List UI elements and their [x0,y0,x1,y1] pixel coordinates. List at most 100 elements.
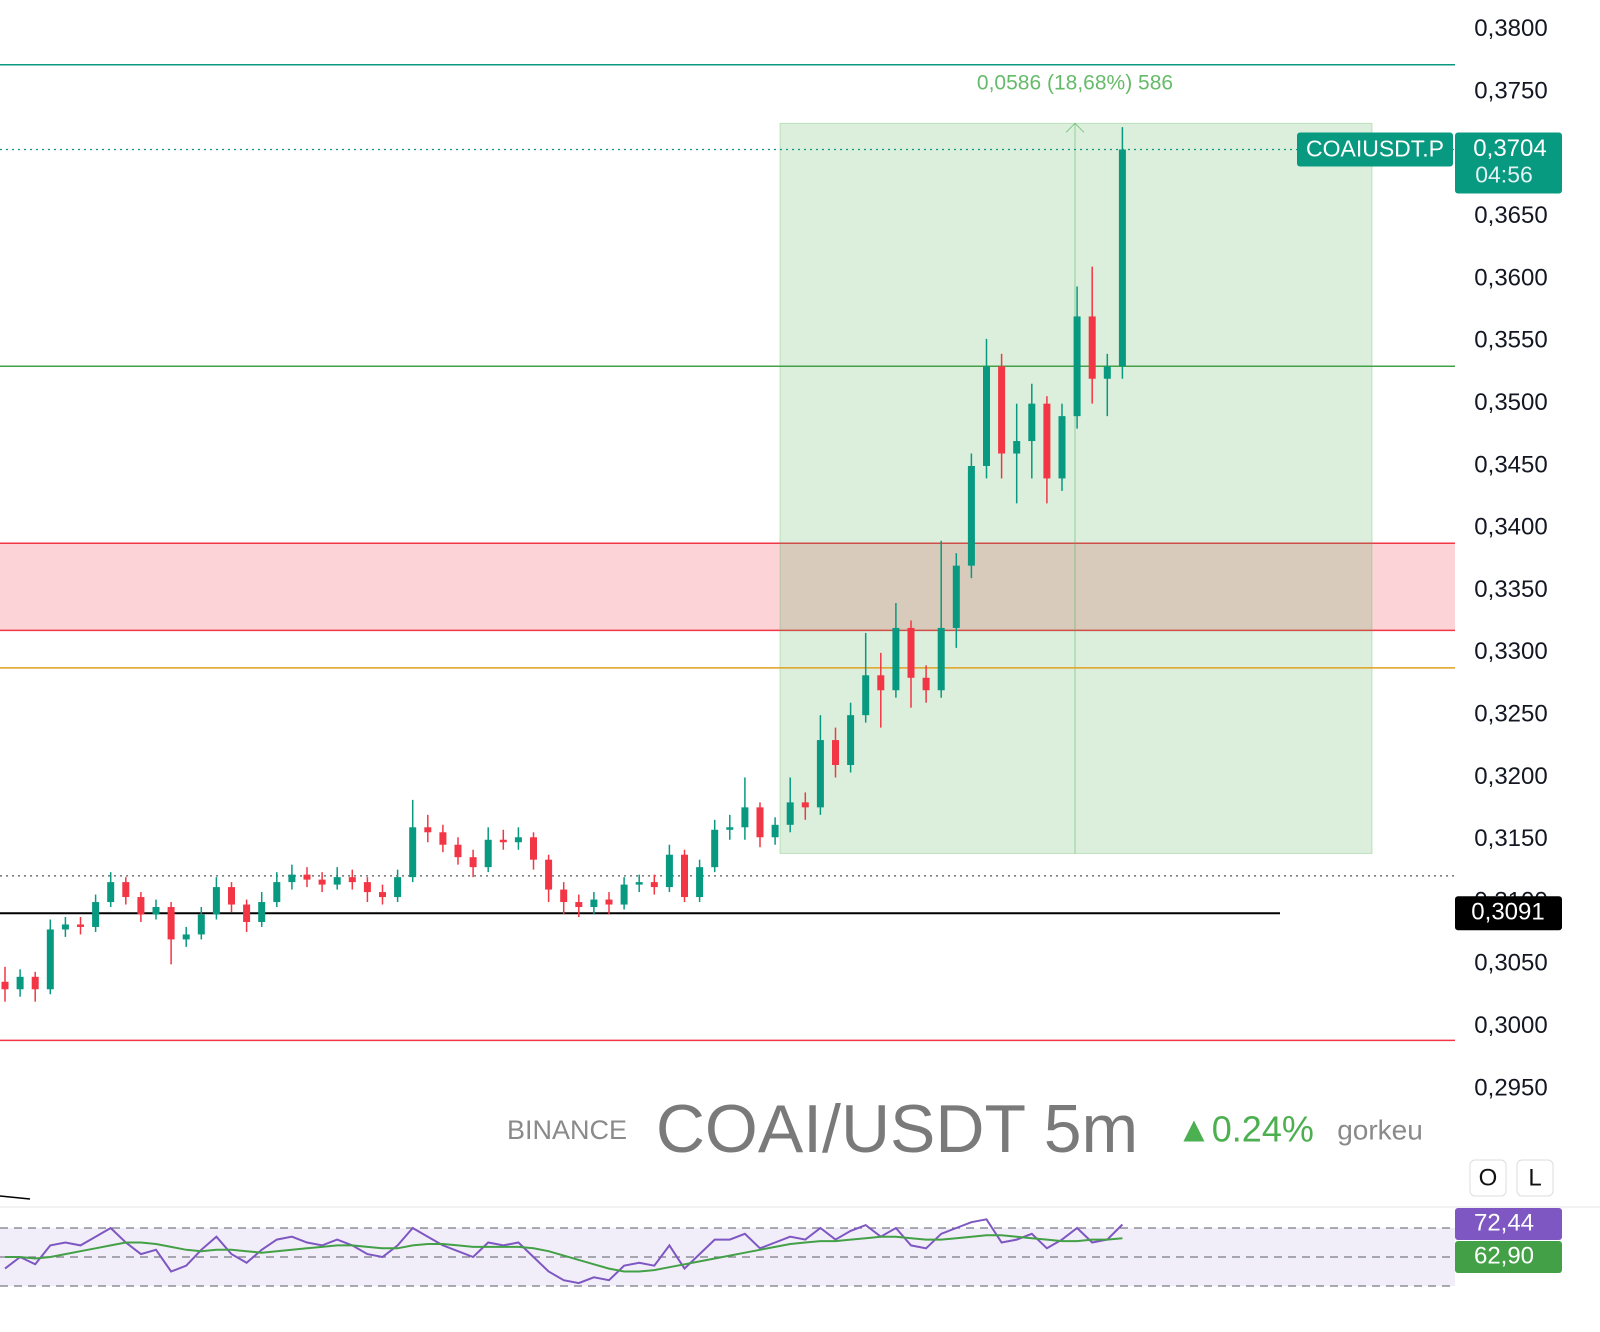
candle-body [1073,316,1081,417]
candle-body [484,839,492,868]
button-label[interactable]: L [1528,1164,1541,1191]
exchange-label: BINANCE [507,1115,627,1145]
rsi-value-tag [1455,1208,1562,1240]
candle-body [530,837,537,860]
candle-body [726,827,734,830]
candle-body [228,887,235,905]
y-tick-label: 0,3300 [1474,638,1547,665]
candle-body [137,897,145,915]
candle-body [665,854,673,888]
y-tick-label: 0,3400 [1474,514,1547,541]
y-tick-label: 0,3350 [1474,576,1547,603]
price-pane: 0,0586 (18,68%) 586 0,2950 0,3000 0,3050 0,3… [0,15,1562,1101]
price-tag [1455,896,1562,931]
candle-body [922,677,930,691]
candle-body [816,740,824,808]
candle-body [77,924,84,927]
button-label[interactable]: O [1479,1164,1498,1191]
y-tick-label: 0,3450 [1474,451,1547,478]
candle-body [61,924,69,930]
candle-body [424,827,432,833]
candle-body [1013,441,1021,454]
y-tick-label: 0,2950 [1474,1074,1547,1101]
candle-body [862,675,870,716]
candle-body [590,899,598,908]
button[interactable] [1469,1159,1507,1197]
candle-body [650,882,658,888]
y-tick-label: 0,3750 [1474,78,1547,105]
candle-body [937,627,945,691]
rsi-value-label: 62,90 [1474,1242,1534,1269]
position-label: 0,0586 (18,68%) 586 [977,72,1173,95]
watermark: BINANCE COAI/USDT 5m ▲0.24% gorkeu [507,1091,1423,1167]
y-tick-label: 0,3550 [1474,327,1547,354]
candle-body [967,465,975,566]
countdown-label: 04:56 [1475,162,1533,188]
y-tick-label: 0,3150 [1474,825,1547,852]
candle-body [1118,149,1126,367]
candle-body [892,627,900,691]
candle-body [273,882,281,903]
candle-body [152,907,160,915]
candle-body [605,899,613,905]
candle-body [167,907,175,940]
position-box [779,122,1373,854]
y-tick-label: 0,3000 [1474,1012,1547,1039]
last-price-tag [1455,132,1562,194]
candle-body [1088,316,1096,379]
candle-body [394,877,402,898]
change-label: ▲0.24% [1176,1109,1314,1150]
candle-body [107,882,115,903]
candle-body [499,839,507,843]
candle-body [243,904,251,922]
candle-body [1043,403,1051,479]
candle-body [379,892,386,898]
candle-body [756,807,764,838]
candle-body [182,934,190,940]
candle-body [1058,416,1066,479]
candle-body [1,981,9,990]
candle-body [681,854,688,898]
candle-body [771,824,779,838]
candle-body [1028,403,1036,442]
y-tick-label: 0,3500 [1474,389,1547,416]
last-price-label: 0,3704 [1473,135,1546,162]
candle-body [801,802,809,808]
rsi-value-tag [1455,1241,1562,1273]
candle-body [363,882,371,893]
position-arrow [1065,122,1085,133]
symbol-label: COAIUSDT.P [1306,136,1444,162]
candle-body [318,879,326,885]
candle-body [620,884,628,905]
candle-body [31,976,39,990]
candle-body [635,882,643,885]
candle-body [16,976,24,990]
symbol-tag [1297,132,1453,167]
candle-body [877,675,885,691]
drawing-fragment [0,1195,31,1200]
candle-body [92,902,100,927]
y-tick-label: 0,3050 [1474,950,1547,977]
button[interactable] [1516,1159,1554,1197]
chart-title: COAI/USDT 5m [656,1091,1138,1167]
author-label: gorkeu [1337,1114,1423,1145]
candle-body [545,859,553,890]
zone [0,543,1455,631]
candle-body [454,844,462,858]
candle-body [409,827,417,878]
candle-body [348,877,356,883]
y-tick-label: 0,3800 [1474,15,1547,42]
candle-body [907,627,915,678]
candle-body [696,867,704,898]
candle-body [288,874,296,883]
rsi-pane: 72,44 62,90 [0,1208,1562,1287]
y-tick-label: 0,3650 [1474,202,1547,229]
candle-body [1103,366,1111,379]
candle-body [847,715,855,765]
y-tick-label: 0,3200 [1474,763,1547,790]
candle-body [439,832,447,845]
candle-body [212,887,220,915]
candle-body [983,366,990,466]
candle-body [303,874,311,880]
